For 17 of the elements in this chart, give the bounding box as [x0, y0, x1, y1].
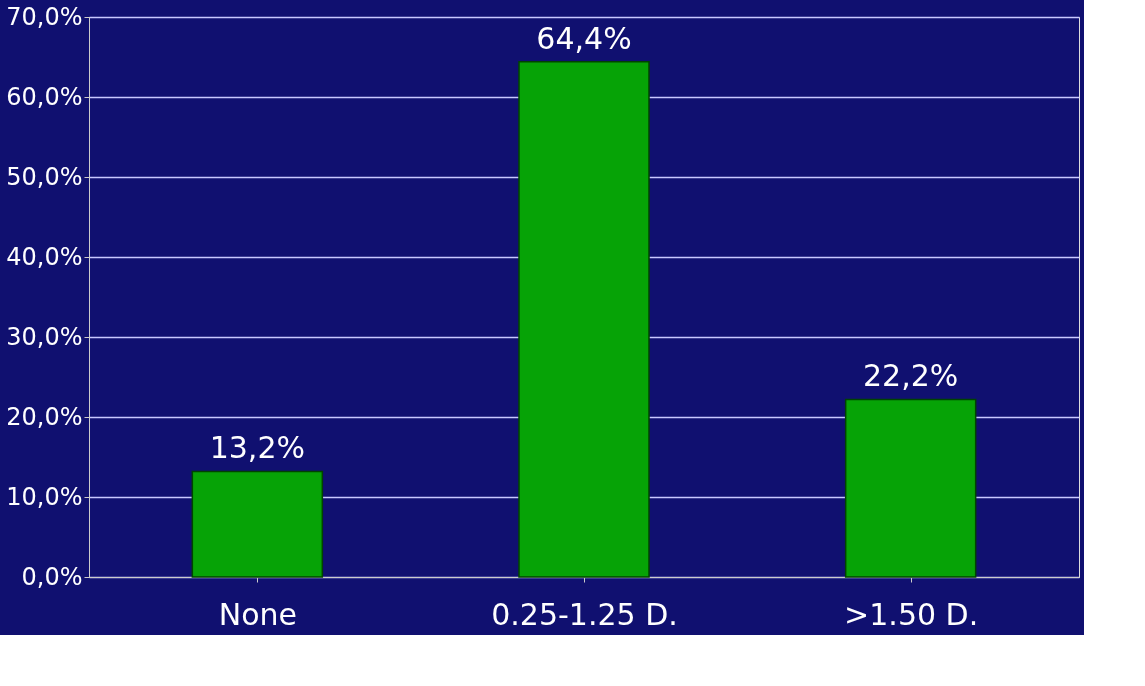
- x-tick-label: 0.25-1.25 D.: [491, 596, 678, 632]
- y-tick-label: 20,0%: [6, 402, 83, 431]
- data-label: 22,2%: [863, 358, 959, 394]
- bar: [191, 470, 324, 578]
- data-label: 64,4%: [536, 20, 632, 56]
- y-tick-label: 60,0%: [6, 82, 83, 111]
- bar: [844, 398, 977, 578]
- x-tick-label: >1.50 D.: [844, 596, 979, 632]
- data-label: 13,2%: [209, 430, 305, 466]
- y-tick-label: 70,0%: [6, 2, 83, 31]
- x-tick-label: None: [218, 596, 297, 632]
- bar: [518, 61, 650, 578]
- y-tick-label: 0,0%: [21, 562, 83, 591]
- y-tick-label: 50,0%: [6, 162, 83, 191]
- y-tick-label: 40,0%: [6, 242, 83, 271]
- y-tick-label: 10,0%: [6, 482, 83, 511]
- y-tick-label: 30,0%: [6, 322, 83, 351]
